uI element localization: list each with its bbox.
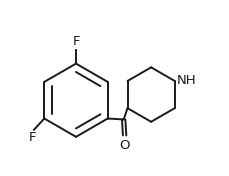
Text: O: O xyxy=(119,139,130,152)
Text: F: F xyxy=(29,131,36,144)
Text: F: F xyxy=(72,35,80,48)
Text: NH: NH xyxy=(177,74,196,87)
